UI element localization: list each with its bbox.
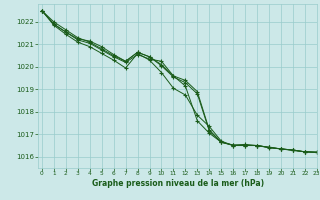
X-axis label: Graphe pression niveau de la mer (hPa): Graphe pression niveau de la mer (hPa) bbox=[92, 179, 264, 188]
